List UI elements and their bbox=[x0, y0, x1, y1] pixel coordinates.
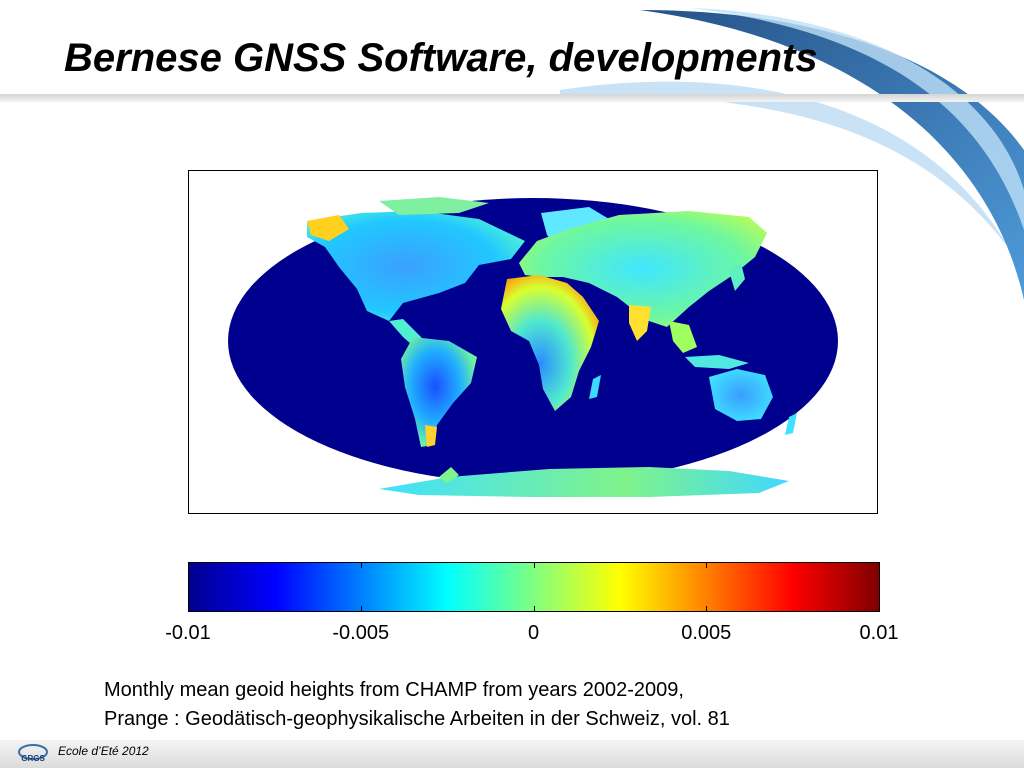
colorbar-tick-label: 0.01 bbox=[859, 622, 899, 644]
footer-bar bbox=[0, 740, 1024, 768]
colorbar-tick-bottom-4 bbox=[879, 606, 880, 612]
south-america-shape bbox=[401, 337, 477, 447]
colorbar-tick-bottom-2 bbox=[533, 606, 535, 612]
footer-text: Ecole d’Eté 2012 bbox=[58, 744, 149, 758]
colorbar-tick-label: -0.01 bbox=[165, 622, 211, 644]
colorbar-tick-label: 0.005 bbox=[681, 622, 732, 644]
new-zealand-shape bbox=[785, 413, 797, 435]
caption-line-2: Prange : Geodätisch-geophysikalische Arb… bbox=[104, 708, 730, 730]
colorbar-tick-bottom-0 bbox=[188, 606, 189, 612]
slide-title: Bernese GNSS Software, developments bbox=[64, 36, 818, 80]
figure-caption: Monthly mean geoid heights from CHAMP fr… bbox=[104, 676, 730, 734]
grgs-logo-icon: GRGS bbox=[18, 744, 48, 763]
eurasia-shape bbox=[519, 211, 767, 327]
australia-shape bbox=[709, 369, 773, 421]
colorbar-tick-label: 0 bbox=[527, 622, 540, 644]
arctic-islands-shape bbox=[379, 197, 489, 215]
colorbar-tick-label: -0.005 bbox=[332, 622, 390, 644]
india-shape bbox=[629, 305, 651, 341]
southeast-asia-shape bbox=[669, 321, 697, 353]
antarctic-peninsula-shape bbox=[439, 467, 459, 483]
alaska-shape bbox=[307, 215, 349, 241]
antarctica-shape bbox=[379, 467, 789, 497]
africa-shape bbox=[501, 275, 599, 411]
indonesia-shape bbox=[685, 355, 749, 369]
title-underline bbox=[0, 94, 1024, 102]
colorbar-tick-bottom-3 bbox=[706, 606, 708, 612]
caption-line-1: Monthly mean geoid heights from CHAMP fr… bbox=[104, 679, 684, 701]
north-america-shape bbox=[307, 211, 525, 321]
colorbar-tick-top-2 bbox=[533, 562, 535, 568]
colorbar-tick-top-3 bbox=[706, 562, 708, 568]
svg-text:GRGS: GRGS bbox=[21, 754, 45, 763]
geoid-world-map bbox=[228, 197, 838, 497]
colorbar-tick-top-0 bbox=[188, 562, 189, 568]
madagascar-shape bbox=[589, 375, 601, 399]
geoid-map-frame bbox=[188, 170, 878, 514]
patagonia-shape bbox=[425, 425, 437, 447]
colorbar-tick-top-1 bbox=[360, 562, 362, 568]
japan-shape bbox=[729, 263, 745, 291]
colorbar bbox=[188, 562, 880, 612]
colorbar-tick-bottom-1 bbox=[360, 606, 362, 612]
colorbar-tick-top-4 bbox=[879, 562, 880, 568]
